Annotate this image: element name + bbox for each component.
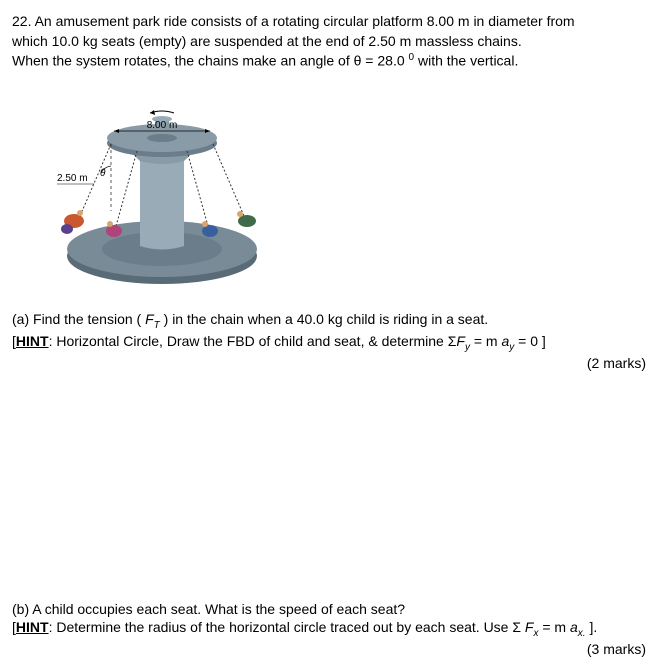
rider-1-head: [77, 210, 83, 216]
hint-eq-b: = m: [538, 619, 570, 635]
part-a: (a) Find the tension ( FT ) in the chain…: [12, 311, 646, 371]
rider-3: [106, 225, 122, 237]
hint-text-a-1: : Horizontal Circle, Draw the FBD of chi…: [49, 333, 457, 349]
part-a-text-1: Find the tension (: [33, 311, 145, 327]
chain-length-label: 2.50 m: [57, 173, 88, 184]
hint-text-b-1: : Determine the radius of the horizontal…: [49, 619, 525, 635]
tension-F: F: [145, 311, 154, 327]
part-b-label: (b): [12, 601, 29, 617]
chain-front-right: [187, 151, 208, 226]
part-a-marks: (2 marks): [12, 355, 646, 371]
hint-a-b: a: [570, 619, 578, 635]
rider-4-head: [202, 221, 208, 227]
hint-F-a: F: [456, 333, 465, 349]
hint-label-b: HINT: [16, 619, 49, 635]
hint-label-a: HINT: [16, 333, 49, 349]
carousel-svg: 8.00 m 2.50 m θ: [22, 81, 302, 291]
intro-line-2: which 10.0 kg seats (empty) are suspende…: [12, 33, 522, 49]
platform-hub: [147, 134, 177, 142]
part-b-marks: (3 marks): [12, 641, 646, 657]
hint-text-a-2: = 0 ]: [514, 333, 546, 349]
hint-ax-b: x.: [578, 628, 586, 639]
part-a-label: (a): [12, 311, 29, 327]
intro-line-3-suffix: with the vertical.: [414, 53, 518, 69]
part-b-hint: [HINT: Determine the radius of the horiz…: [12, 619, 646, 639]
diameter-label: 8.00 m: [147, 120, 178, 131]
part-b: (b) A child occupies each seat. What is …: [12, 601, 646, 657]
work-space: [12, 371, 646, 591]
ride-figure: 8.00 m 2.50 m θ: [22, 81, 302, 291]
chain-right: [213, 144, 244, 216]
part-a-text-2: ) in the chain when a 40.0 kg child is r…: [160, 311, 488, 327]
hint-eq-a: = m: [470, 333, 502, 349]
rider-2-head: [237, 211, 243, 217]
rider-1-leg: [61, 224, 73, 234]
question-number: 22.: [12, 13, 31, 29]
pole: [140, 161, 184, 250]
intro-line-3-prefix: When the system rotates, the chains make…: [12, 53, 409, 69]
chain-front-left: [116, 151, 137, 226]
part-a-hint: [HINT: Horizontal Circle, Draw the FBD o…: [12, 333, 646, 353]
problem-intro: 22. An amusement park ride consists of a…: [12, 12, 646, 71]
hint-text-b-2: ].: [586, 619, 598, 635]
rotation-arrow: [150, 110, 155, 115]
intro-line-1: An amusement park ride consists of a rot…: [35, 13, 575, 29]
rider-3-head: [107, 221, 113, 227]
part-b-text: A child occupies each seat. What is the …: [32, 601, 405, 617]
